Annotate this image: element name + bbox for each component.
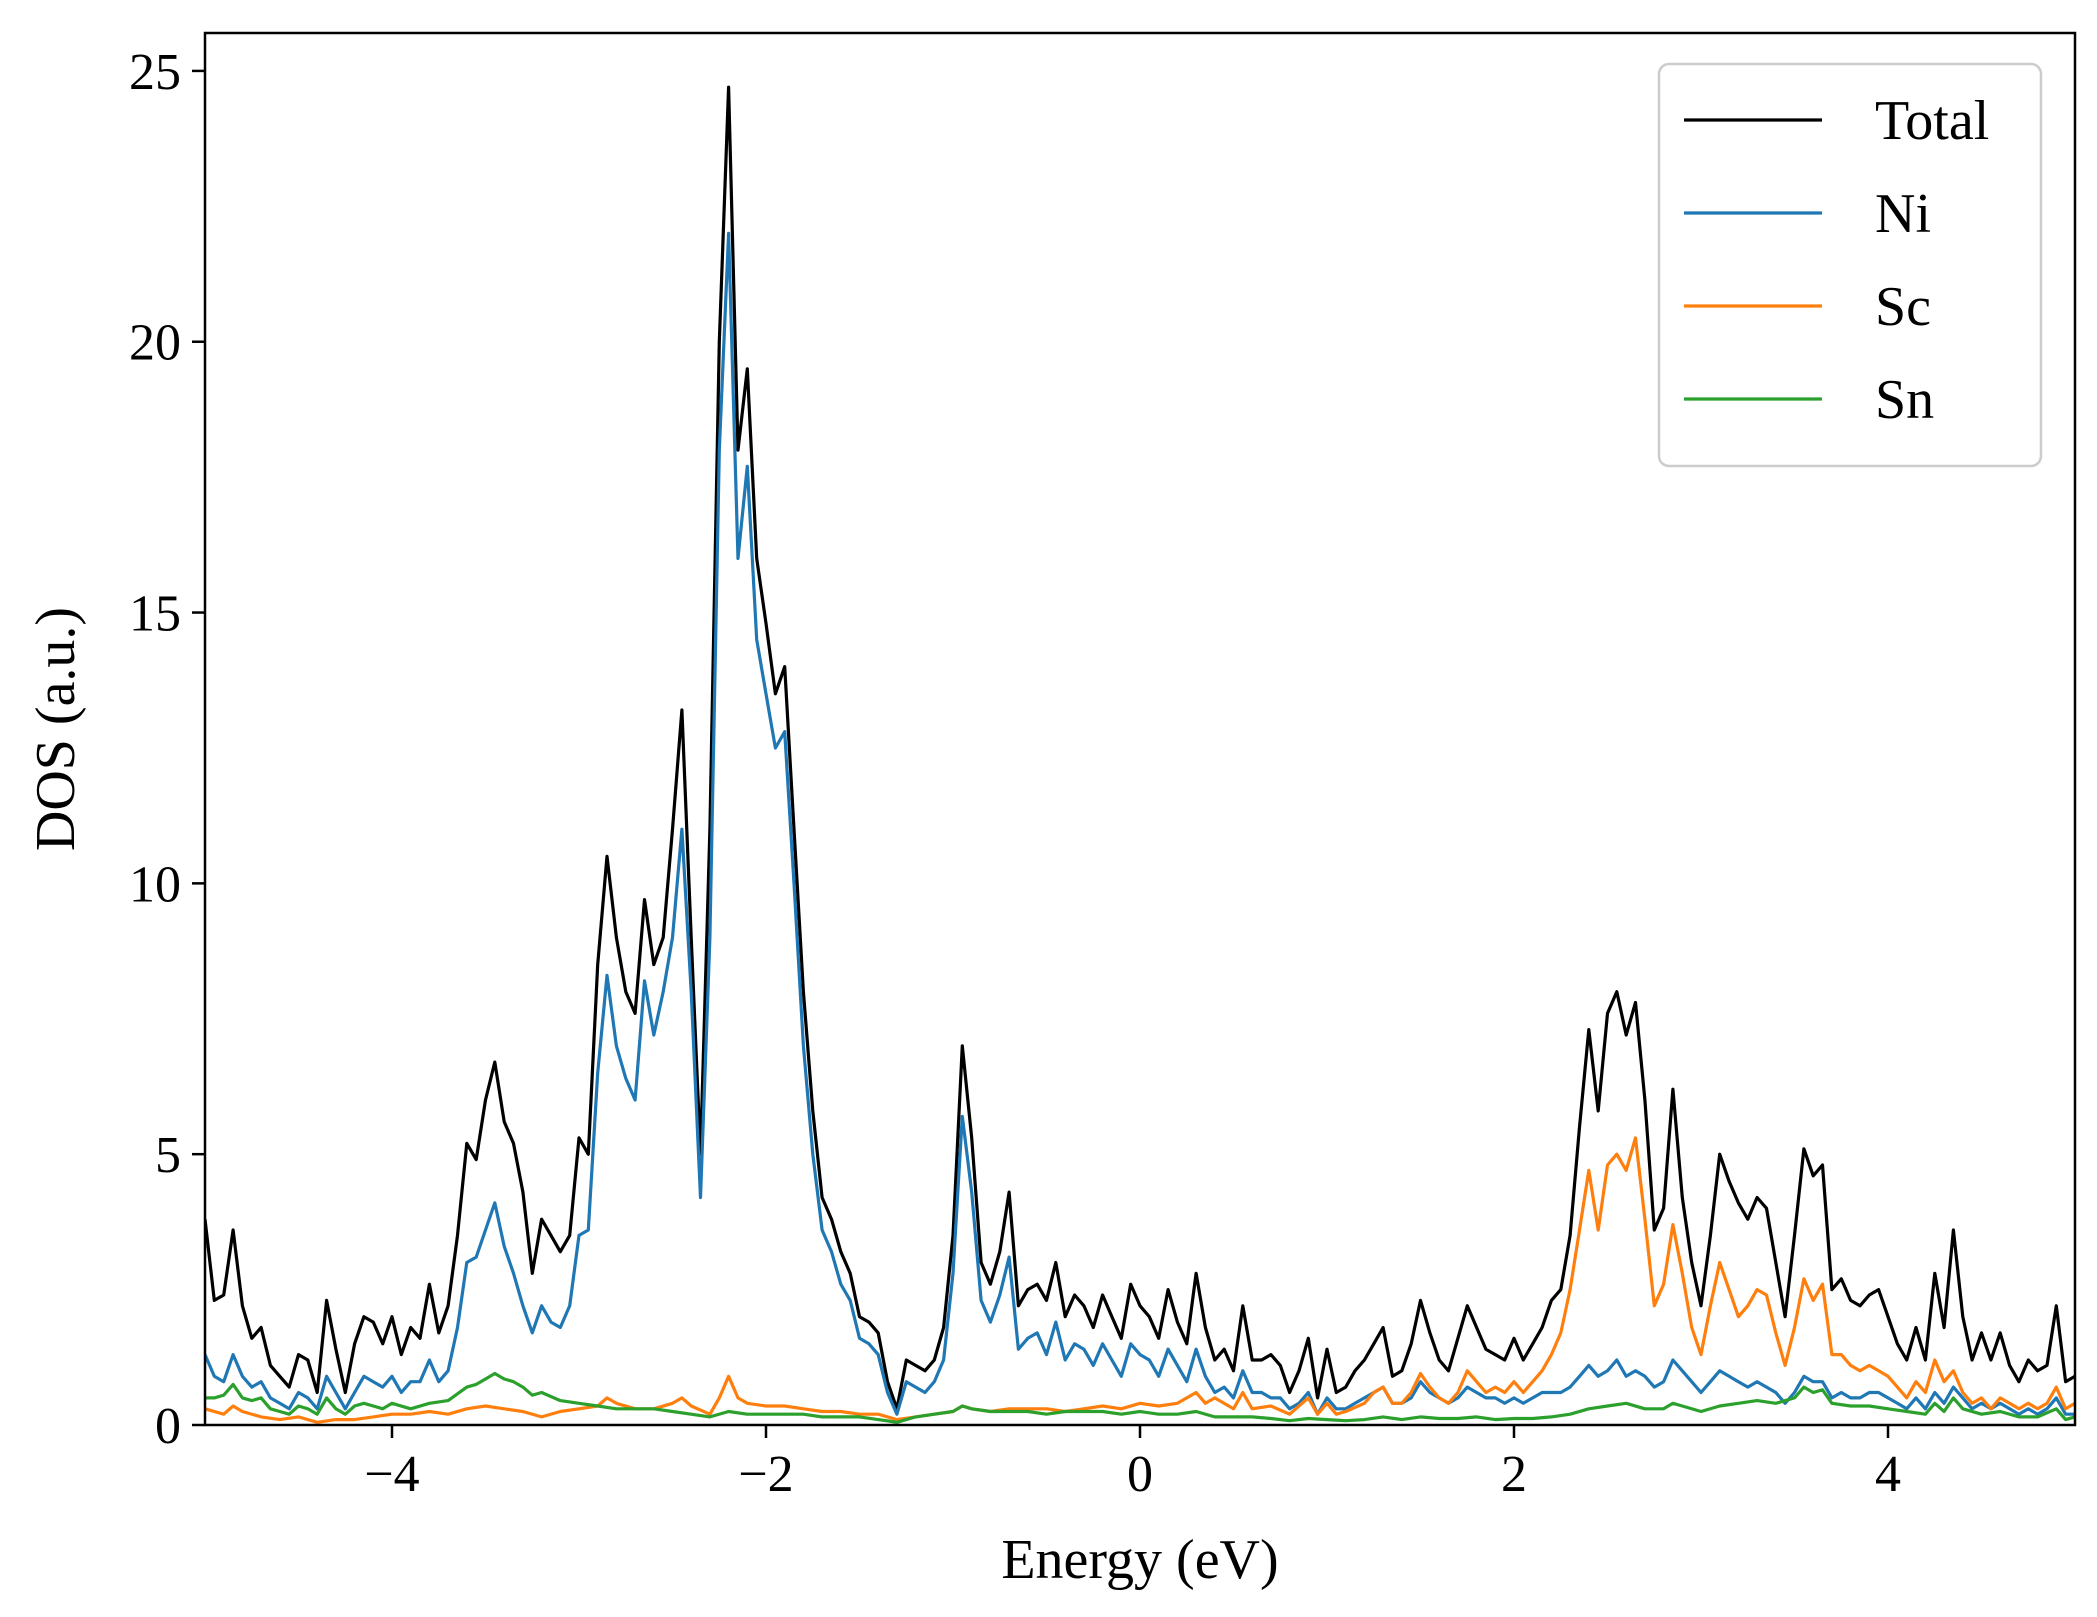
- x-tick-label: −4: [364, 1446, 419, 1503]
- legend-label-total: Total: [1875, 90, 1989, 152]
- legend-label-sn: Sn: [1875, 369, 1934, 431]
- series-layer: [205, 85, 2075, 1424]
- x-tick-label: 0: [1127, 1446, 1153, 1503]
- y-tick-label: 10: [129, 856, 181, 913]
- y-tick-label: 0: [155, 1398, 181, 1455]
- x-tick-label: 2: [1501, 1446, 1527, 1503]
- y-tick-label: 25: [129, 44, 181, 101]
- series-line-sn: [205, 1371, 2075, 1424]
- x-axis: −4 −2 0 2 4: [364, 1425, 1901, 1503]
- y-tick-label: 15: [129, 586, 181, 643]
- y-tick-label: 5: [155, 1127, 181, 1184]
- y-axis-label: DOS (a.u.): [25, 607, 87, 851]
- x-tick-label: −2: [738, 1446, 793, 1503]
- legend-box: [1657, 62, 2043, 468]
- x-axis-label: Energy (eV): [1001, 1529, 1278, 1591]
- y-tick-label: 20: [129, 315, 181, 372]
- series-line-ni: [205, 231, 2075, 1416]
- x-tick-label: 4: [1875, 1446, 1901, 1503]
- series-line-total: [205, 85, 2075, 1411]
- legend-label-ni: Ni: [1875, 183, 1931, 245]
- legend: Total Ni Sc Sn: [1657, 62, 2043, 468]
- series-line-sc: [205, 1136, 2075, 1424]
- y-axis: 0 5 10 15 20 25: [129, 44, 205, 1455]
- legend-label-sc: Sc: [1875, 276, 1931, 338]
